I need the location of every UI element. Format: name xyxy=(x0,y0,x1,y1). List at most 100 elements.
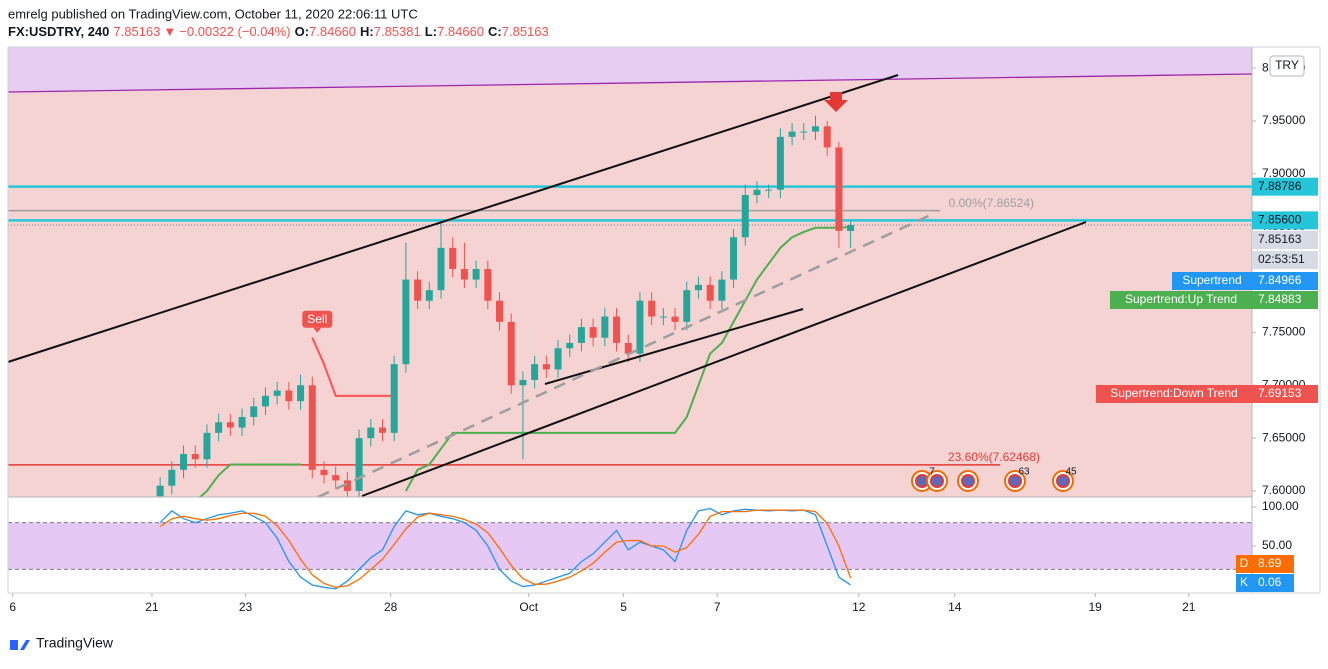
sell-pointer xyxy=(313,327,322,333)
stoch-line xyxy=(159,509,852,588)
currency: TRY xyxy=(1275,58,1299,72)
indicator-name: Supertrend:Up Trend xyxy=(1125,292,1237,306)
candle-body xyxy=(636,300,644,354)
candle-body xyxy=(601,316,609,338)
candle-body xyxy=(811,126,819,132)
price-pane xyxy=(7,47,1253,497)
indicator-value: 7.84883 xyxy=(1258,292,1302,306)
candle-body xyxy=(776,136,784,190)
indicator-name-box xyxy=(1172,272,1252,290)
candle-body xyxy=(273,390,281,396)
price-background xyxy=(8,47,1252,497)
event-flag xyxy=(1008,474,1022,488)
event-flag xyxy=(961,474,975,488)
candle-body xyxy=(624,342,632,354)
indicator-name-box xyxy=(1096,385,1252,403)
candle-body xyxy=(730,237,738,280)
ohlc-value: 7.85381 xyxy=(374,24,421,39)
y-tick-label: 7.75000 xyxy=(1262,325,1306,339)
header: emrelg published on TradingView.com, Oct… xyxy=(8,6,549,39)
stoch-name: D xyxy=(1240,556,1249,570)
x-tick-label: 23 xyxy=(239,600,253,614)
candle-body xyxy=(156,485,164,497)
candle-body xyxy=(238,416,246,428)
candle-body xyxy=(519,379,527,386)
indicator-name: Supertrend:Down Trend xyxy=(1110,386,1237,400)
event-count: 45 xyxy=(1065,467,1077,478)
candle-body xyxy=(765,189,773,191)
indicator-value-box xyxy=(1252,385,1318,403)
band-fill xyxy=(8,522,1252,570)
brand: TradingView xyxy=(36,635,114,651)
stoch-name-box xyxy=(1236,574,1252,592)
supertrend-line xyxy=(311,337,395,397)
candle-body xyxy=(542,364,550,370)
candle-body xyxy=(800,131,808,133)
footer: TradingView xyxy=(10,635,114,651)
stoch-name-box xyxy=(1236,555,1252,573)
x-tick-label: 21 xyxy=(145,600,159,614)
candle-body xyxy=(390,364,398,433)
y-tick-label: 7.95000 xyxy=(1262,113,1306,127)
candle-body xyxy=(577,327,585,343)
y-tick-label: 7.90000 xyxy=(1262,166,1306,180)
candle-body xyxy=(367,427,375,439)
sell-box xyxy=(302,310,333,328)
candle-body xyxy=(472,268,480,280)
ohlc-value: 7.85163 xyxy=(502,24,549,39)
candle-body xyxy=(261,395,269,407)
indicator-name: Supertrend xyxy=(1182,273,1241,287)
candle-body xyxy=(589,327,597,338)
x-tick-label: 14 xyxy=(948,600,962,614)
event-flag xyxy=(930,474,944,488)
ohlc-label: L: xyxy=(425,24,437,39)
ohlc-label: C: xyxy=(488,24,502,39)
change: −0.00322 (−0.04%) xyxy=(179,24,290,39)
indicator-value-box xyxy=(1252,272,1318,290)
x-tick-label: 7 xyxy=(714,600,721,614)
stoch-value: 8.69 xyxy=(1258,556,1282,570)
candle-body xyxy=(648,300,656,317)
stoch-layer xyxy=(8,507,1252,590)
candle-body xyxy=(343,480,351,491)
candle-body xyxy=(718,279,726,301)
candle-body xyxy=(332,475,340,481)
y-tick-label: 7.65000 xyxy=(1262,430,1306,444)
candle-body xyxy=(320,469,328,476)
candle-body xyxy=(460,268,468,280)
candle-body xyxy=(425,290,433,301)
last-price-label: 7.85163 xyxy=(1258,232,1302,246)
candle-body xyxy=(753,189,761,195)
y-tick-label: 7.60000 xyxy=(1262,483,1306,497)
channel-line xyxy=(544,308,804,385)
level-label: 7.88786 xyxy=(1258,179,1302,193)
event-count: 63 xyxy=(1018,467,1030,478)
ohlc-value: 7.84660 xyxy=(309,24,356,39)
frame xyxy=(7,46,1321,594)
candle-body xyxy=(566,342,574,349)
x-tick-label: 5 xyxy=(620,600,627,614)
candle-body xyxy=(706,284,714,301)
candle-body xyxy=(402,279,410,365)
candle-body xyxy=(823,126,831,148)
x-tick-label: 28 xyxy=(384,600,398,614)
fib-label: 23.60%(7.62468) xyxy=(948,450,1040,464)
x-tick-label: Oct xyxy=(519,600,538,614)
indicator-name-box xyxy=(1110,291,1252,309)
candle-body xyxy=(414,279,422,301)
candle-body xyxy=(168,469,176,486)
ohlc-label: O: xyxy=(295,24,309,39)
upper-zone xyxy=(8,47,1252,92)
y-tick-label: 50.00 xyxy=(1262,538,1292,552)
indicator-value: 7.69153 xyxy=(1258,386,1302,400)
fib-label: 0.00%(7.86524) xyxy=(949,196,1034,210)
trend-line xyxy=(7,73,1253,93)
candle-body xyxy=(203,432,211,460)
symbol: FX:USDTRY, 240 xyxy=(8,24,109,39)
x-tick-label: 21 xyxy=(1182,600,1196,614)
level-label: 7.85600 xyxy=(1258,213,1302,227)
indicator-value-box xyxy=(1252,291,1318,309)
candle-body xyxy=(788,131,796,137)
logo xyxy=(10,640,30,650)
channel-line xyxy=(361,221,1087,497)
